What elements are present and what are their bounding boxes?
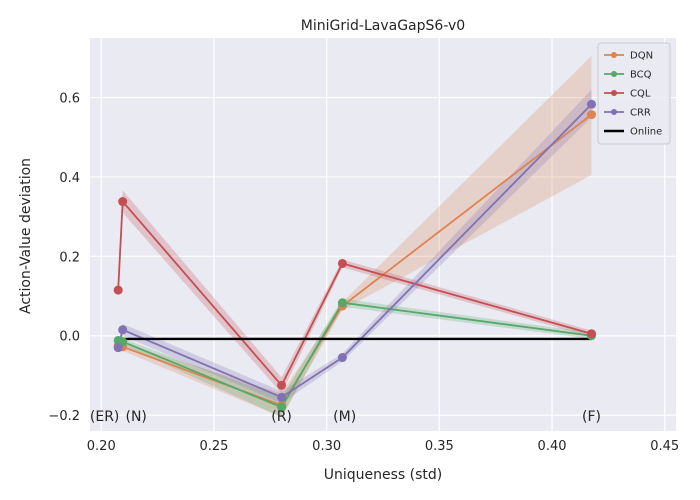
annotation-label: (R): [271, 409, 292, 425]
cql-point: [113, 285, 123, 295]
legend-marker-dqn: [611, 52, 617, 58]
series-points: [113, 99, 596, 412]
y-tick-label: 0.0: [59, 330, 80, 345]
x-tick-label: 0.40: [538, 439, 567, 454]
legend-marker-crr: [611, 109, 617, 115]
legend-label-cql: CQL: [630, 89, 651, 100]
legend-marker-cql: [611, 90, 617, 96]
crr-point: [586, 99, 596, 109]
annotation-label: (M): [333, 409, 356, 425]
legend-marker-bcq: [611, 71, 617, 77]
legend-label-online: Online: [630, 127, 662, 138]
grid: [90, 38, 676, 431]
chart-title: MiniGrid-LavaGapS6-v0: [301, 18, 465, 34]
legend-label-dqn: DQN: [630, 51, 653, 62]
y-tick-label: 0.6: [59, 92, 80, 107]
crr-point: [113, 343, 123, 353]
bcq-point: [277, 402, 287, 412]
crr-point: [118, 325, 128, 335]
annotation-label: (F): [582, 409, 601, 425]
x-tick-labels: 0.20 0.25 0.30 0.35 0.40 0.45: [87, 439, 679, 454]
y-tick-label: 0.4: [59, 171, 80, 186]
x-tick-label: 0.20: [87, 439, 116, 454]
cql-point: [277, 380, 287, 390]
cql-point: [586, 329, 596, 339]
x-tick-label: 0.35: [425, 439, 454, 454]
x-tick-label: 0.45: [650, 439, 679, 454]
legend: DQN BCQ CQL CRR Online: [597, 42, 671, 145]
legend-box: [597, 42, 671, 145]
cql-point: [118, 197, 128, 207]
annotation-label: (N): [126, 409, 147, 425]
crr-point: [337, 353, 347, 363]
x-axis-label: Uniqueness (std): [324, 467, 443, 483]
bcq-point: [337, 298, 347, 308]
dqn-point: [586, 110, 596, 120]
confidence-bands: [118, 55, 592, 418]
annotation-label: (ER): [90, 409, 120, 425]
bcq-band: [118, 298, 592, 418]
crr-point: [277, 392, 287, 402]
annotations: (ER) (N) (R) (M) (F): [90, 409, 601, 425]
cql-point: [337, 258, 347, 268]
y-axis-label: Action-Value deviation: [18, 158, 34, 314]
crr-band: [118, 89, 592, 404]
x-tick-label: 0.30: [312, 439, 341, 454]
y-tick-label: 0.2: [59, 250, 80, 265]
legend-label-bcq: BCQ: [630, 70, 652, 81]
legend-label-crr: CRR: [630, 108, 651, 119]
y-tick-label: −0.2: [48, 409, 80, 424]
y-tick-labels: −0.2 0.0 0.2 0.4 0.6: [48, 92, 80, 425]
x-tick-label: 0.25: [199, 439, 228, 454]
plot-background: [90, 38, 676, 431]
